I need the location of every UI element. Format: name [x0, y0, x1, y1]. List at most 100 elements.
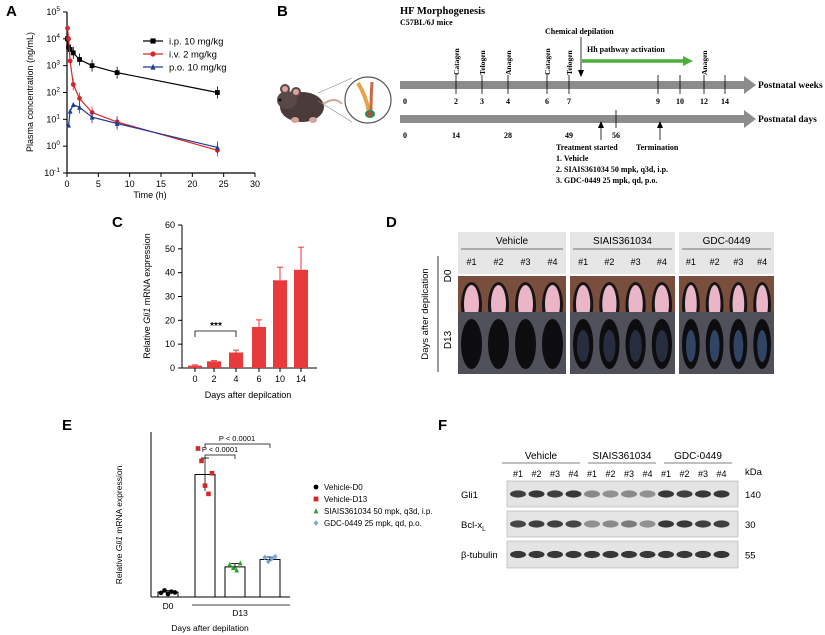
- d-mouse-id: #3: [733, 257, 743, 267]
- b-hh-activation: Hh pathway activation: [587, 45, 665, 54]
- b-stage-label: Catagen: [543, 48, 552, 75]
- b-chemical-depilation: Chemical depilation: [545, 27, 614, 36]
- f-band: [547, 520, 563, 528]
- a-y-ticks: 10-1 100 101 102 103 104 105: [44, 6, 67, 178]
- d-mouse-d13-patch: [577, 330, 590, 362]
- c-bar-10: [273, 280, 287, 368]
- e-data-point: [195, 446, 201, 451]
- d-mouse-d13-patch: [733, 330, 744, 362]
- b-day-label: 14: [452, 131, 460, 140]
- panel-d-mouse-photos: Vehicle #1 #2 #3 #4 SIAIS361034 #1 #2 #3 #4 GDC-04…: [443, 232, 774, 374]
- a-x-tick-label: 0: [64, 179, 69, 189]
- panel-a-pk-chart: 10-1 100 101 102 103 104 105 0 5 10 15 20 25 30 Time…: [25, 6, 260, 200]
- f-band: [658, 520, 674, 528]
- a-y-tick-label: 10-1: [44, 167, 60, 178]
- f-band: [639, 490, 656, 498]
- f-lane-id: #2: [605, 469, 615, 479]
- a-data-point: [67, 47, 73, 52]
- d-mouse-id: #1: [686, 257, 696, 267]
- f-band: [510, 490, 526, 498]
- a-legend-label: i.p. 10 mg/kg: [169, 37, 223, 48]
- f-band: [658, 490, 674, 498]
- d-mouse-d13-patch: [655, 330, 668, 362]
- f-group-label: GDC-0449: [674, 451, 722, 462]
- f-lane-id: #3: [550, 469, 560, 479]
- f-band: [528, 520, 545, 528]
- e-comp-bracket-1: [204, 454, 236, 459]
- d-row-label-d13: D13: [443, 330, 454, 349]
- a-x-tick-label: 30: [250, 179, 260, 189]
- d-mouse-d13-body: [488, 319, 509, 369]
- c-y-tick-label: 50: [165, 244, 175, 254]
- f-lane-id: #1: [661, 469, 671, 479]
- f-band: [510, 520, 526, 528]
- b-stage-label: Catagen: [452, 48, 461, 75]
- e-data-point: [169, 589, 174, 594]
- f-group-label: Vehicle: [525, 451, 558, 462]
- b-days-label: Postnatal days: [758, 115, 817, 125]
- b-treatment-arrowhead: [598, 121, 604, 128]
- d-mouse-d13-body: [515, 319, 536, 369]
- e-data-point: [272, 553, 278, 560]
- d-group-label: Vehicle: [496, 236, 529, 247]
- b-stage-labels: Catagen Telogen Anagen Catagen Telogen Anagen: [452, 48, 709, 75]
- a-legend-marker: [150, 51, 156, 57]
- f-band: [676, 550, 693, 559]
- f-kda-value: 55: [745, 551, 756, 562]
- e-comp-p-2: P < 0.0001: [219, 434, 255, 443]
- e-group-d0: D0: [163, 601, 174, 611]
- b-day-ticks: 0 14 28 49 56: [403, 110, 620, 140]
- c-sig-stars: ***: [210, 321, 222, 332]
- f-group-label: SIAIS361034: [593, 451, 652, 462]
- a-data-point: [70, 82, 76, 87]
- panel-label-b: B: [277, 3, 288, 20]
- b-days-arrow: [400, 110, 756, 128]
- b-week-label: 4: [506, 97, 510, 106]
- f-band: [621, 520, 637, 528]
- d-row-label-d0: D0: [443, 269, 454, 282]
- e-bar-1: [194, 473, 216, 598]
- a-data-point: [70, 50, 76, 56]
- e-data-point: [227, 561, 233, 567]
- d-mouse-d13-patch: [709, 330, 720, 362]
- b-weeks-label: Postnatal weeks: [758, 81, 823, 91]
- a-legend-label: p.o. 10 mg/kg: [169, 63, 227, 74]
- e-comp-p-1: P < 0.0001: [202, 445, 238, 454]
- f-lane-id: #4: [642, 469, 652, 479]
- b-stage-label: Anagen: [700, 50, 709, 75]
- a-data-point: [114, 120, 120, 126]
- b-week-label: 12: [700, 97, 708, 106]
- c-y-tick-label: 60: [165, 220, 175, 230]
- d-mouse-id: #4: [757, 257, 767, 267]
- panel-label-e: E: [62, 417, 72, 434]
- f-band: [584, 550, 600, 559]
- e-data-point: [230, 564, 236, 571]
- f-protein-label: β-tubulin: [461, 550, 498, 561]
- e-data-point: [234, 567, 240, 573]
- a-series-group: [65, 25, 220, 157]
- c-x-tick-label: 6: [256, 374, 261, 384]
- f-lane-id: #2: [679, 469, 689, 479]
- a-x-tick-label: 15: [156, 179, 166, 189]
- b-subtitle: C57BL/6J mice: [400, 18, 453, 27]
- c-bar-2: [207, 361, 221, 368]
- e-data-point: [162, 588, 167, 593]
- d-group-label: SIAIS361034: [593, 236, 652, 247]
- panel-e-scatter-bar: Relative Gli1 mRNA expression D0 D13 Day…: [114, 432, 433, 633]
- d-mouse-id: #3: [520, 257, 530, 267]
- f-band: [565, 520, 582, 528]
- f-protein-label: Bcl-xL: [461, 520, 486, 533]
- b-week-label: 0: [403, 97, 407, 106]
- f-band: [565, 490, 582, 498]
- a-data-point: [67, 58, 73, 64]
- e-comp-bracket-2: [204, 443, 271, 448]
- panel-c-bar-chart: 0 10 20 30 40 50 60 0 2 4 6 10 14 Relative Gli1 mRN…: [142, 220, 317, 400]
- e-data-point: [265, 558, 271, 565]
- c-x-tick-label: 14: [296, 374, 306, 384]
- b-week-label: 2: [454, 97, 458, 106]
- a-data-point: [66, 36, 71, 42]
- a-data-point: [114, 70, 120, 76]
- a-x-ticks: 0 5 10 15 20 25 30: [64, 173, 260, 189]
- c-x-tick-label: 2: [211, 374, 216, 384]
